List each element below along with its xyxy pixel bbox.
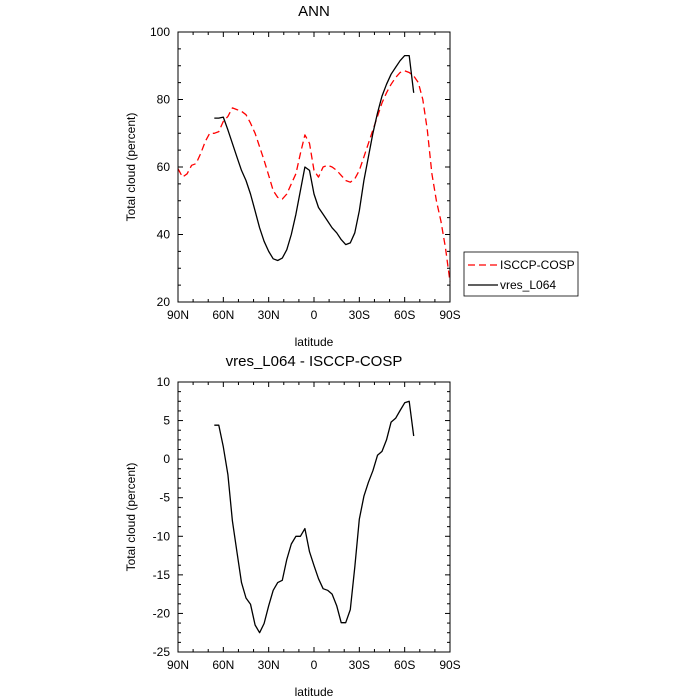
legend-label: vres_L064 bbox=[500, 278, 556, 292]
y-tick-label: -15 bbox=[153, 568, 171, 582]
y-tick-label: 0 bbox=[163, 452, 170, 466]
x-axis-label: latitude bbox=[295, 335, 334, 349]
x-tick-label: 90S bbox=[439, 308, 460, 322]
x-tick-label: 90N bbox=[167, 308, 189, 322]
plot-frame bbox=[177, 381, 451, 653]
x-tick-label: 30N bbox=[258, 658, 280, 672]
x-tick-label: 30S bbox=[349, 658, 370, 672]
y-tick-label: -5 bbox=[159, 491, 170, 505]
y-tick-label: -20 bbox=[153, 606, 171, 620]
series-line-vres_l064 bbox=[214, 54, 415, 262]
y-tick-label: 40 bbox=[157, 228, 171, 242]
y-tick-label: 10 bbox=[157, 375, 171, 389]
series-line-isccp-cosp bbox=[177, 70, 451, 282]
panel-top: 90N 60N 30N 0 30S 60S 90S 20 40 60 80 100 ANN latitud… bbox=[124, 3, 579, 349]
x-tick-label: 90S bbox=[439, 658, 460, 672]
legend-box bbox=[463, 251, 579, 297]
y-tick-label: -25 bbox=[153, 645, 171, 659]
y-axis-label: Total cloud (percent) bbox=[124, 113, 138, 222]
x-tick-label: 30S bbox=[349, 308, 370, 322]
chart-title: vres_L064 - ISCCP-COSP bbox=[226, 353, 403, 370]
x-tick-label: 90N bbox=[167, 658, 189, 672]
x-tick-label: 30N bbox=[258, 308, 280, 322]
x-axis-label: latitude bbox=[295, 685, 334, 699]
y-tick-label: 20 bbox=[157, 295, 171, 309]
x-tick-label: 60N bbox=[212, 308, 234, 322]
legend-label: ISCCP-COSP bbox=[500, 258, 575, 272]
y-tick-label: 100 bbox=[150, 25, 170, 39]
x-tick-label: 60S bbox=[394, 308, 415, 322]
series-line-difference bbox=[214, 400, 415, 634]
panel-bottom: 90N 60N 30N 0 30S 60S 90S -25 -20 -15 -10 -5 0 5 10 vre… bbox=[124, 353, 461, 699]
y-tick-label: 80 bbox=[157, 93, 171, 107]
x-tick-label: 60S bbox=[394, 658, 415, 672]
chart-title: ANN bbox=[298, 3, 330, 20]
x-tick-label: 0 bbox=[311, 658, 318, 672]
y-tick-label: 60 bbox=[157, 160, 171, 174]
y-tick-label: 5 bbox=[163, 414, 170, 428]
x-tick-label: 0 bbox=[311, 308, 318, 322]
legend: ISCCP-COSP vres_L064 bbox=[463, 251, 579, 297]
x-tick-label: 60N bbox=[212, 658, 234, 672]
y-tick-label: -10 bbox=[153, 529, 171, 543]
y-axis-label: Total cloud (percent) bbox=[124, 463, 138, 572]
